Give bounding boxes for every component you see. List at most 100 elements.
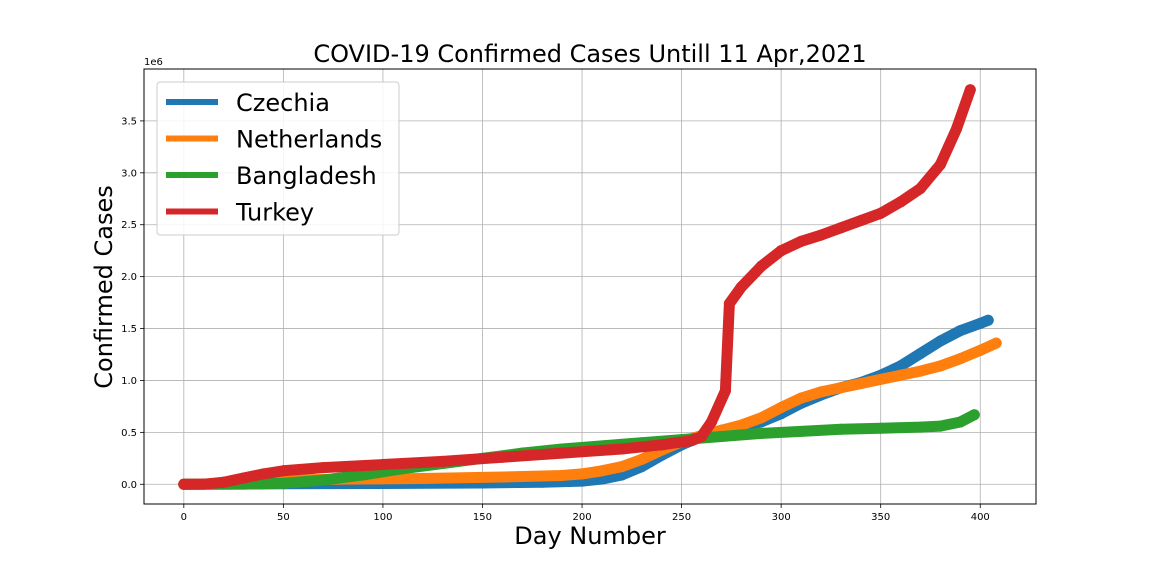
y-tick-label: 2.0 <box>121 272 137 283</box>
data-point-netherlands <box>915 365 927 377</box>
data-point-bangladesh <box>934 420 946 432</box>
y-tick-label: 3.0 <box>121 168 137 179</box>
data-point-bangladesh <box>795 425 807 437</box>
data-point-turkey <box>934 159 946 171</box>
data-point-turkey <box>875 207 887 219</box>
data-point-bangladesh <box>755 427 767 439</box>
data-point-turkey <box>705 416 717 428</box>
data-point-netherlands <box>954 353 966 365</box>
data-point-turkey <box>686 435 698 447</box>
data-point-netherlands <box>636 453 648 465</box>
y-axis-multiplier: 1e6 <box>144 57 163 68</box>
data-point-turkey <box>377 459 389 471</box>
data-point-turkey <box>964 84 976 96</box>
y-tick-label: 0.5 <box>121 428 137 439</box>
data-point-netherlands <box>934 360 946 372</box>
data-point-turkey <box>835 222 847 234</box>
data-point-turkey <box>238 472 250 484</box>
plot-frame <box>143 68 1037 505</box>
data-point-bangladesh <box>954 416 966 428</box>
data-point-turkey <box>719 385 731 397</box>
data-point-czechia <box>982 314 994 326</box>
x-tick-label: 350 <box>871 512 890 523</box>
x-tick-label: 300 <box>772 512 791 523</box>
y-axis-label: Confirmed Cases <box>90 185 118 388</box>
x-tick-label: 400 <box>971 512 990 523</box>
data-point-czechia <box>934 335 946 347</box>
data-point-turkey <box>257 468 269 480</box>
data-point-turkey <box>855 215 867 227</box>
data-point-netherlands <box>974 344 986 356</box>
legend-label-bangladesh: Bangladesh <box>236 162 377 190</box>
data-point-netherlands <box>417 473 429 485</box>
legend-label-netherlands: Netherlands <box>236 126 382 154</box>
y-tick-label: 3.5 <box>121 116 137 127</box>
legend-label-czechia: Czechia <box>236 89 330 117</box>
x-tick-label: 250 <box>672 512 691 523</box>
y-tick-label: 1.5 <box>121 324 137 335</box>
x-tick-label: 200 <box>572 512 591 523</box>
data-point-turkey <box>696 431 707 443</box>
data-point-turkey <box>437 455 449 467</box>
data-point-turkey <box>950 123 962 135</box>
legend-box <box>156 81 400 236</box>
data-point-turkey <box>723 298 735 310</box>
data-point-bangladesh <box>357 469 369 481</box>
data-point-czechia <box>915 347 927 359</box>
data-point-turkey <box>795 235 807 247</box>
x-tick-label: 150 <box>473 512 492 523</box>
data-point-bangladesh <box>875 422 887 434</box>
data-point-netherlands <box>496 471 508 483</box>
series-turkey <box>178 84 976 490</box>
data-point-netherlands <box>735 419 747 431</box>
data-point-netherlands <box>775 401 787 413</box>
y-tick-label: 2.5 <box>121 220 137 231</box>
data-point-turkey <box>556 447 568 459</box>
data-point-bangladesh <box>317 474 329 486</box>
x-tick-label: 50 <box>277 512 290 523</box>
data-point-turkey <box>496 451 508 463</box>
data-point-netherlands <box>895 369 907 381</box>
legend: Czechia Netherlands Bangladesh Turkey <box>156 81 400 236</box>
data-point-netherlands <box>835 382 847 394</box>
data-point-turkey <box>656 439 668 451</box>
x-tick-label: 0 <box>181 512 187 523</box>
chart-title: COVID-19 Confirmed Cases Untill 11 Apr,2… <box>313 40 866 68</box>
plot-series <box>178 84 1002 490</box>
data-point-bangladesh <box>277 477 289 489</box>
y-tick-label: 1.0 <box>121 376 137 387</box>
data-point-bangladesh <box>715 431 727 443</box>
data-point-turkey <box>616 443 628 455</box>
data-point-netherlands <box>755 412 767 424</box>
data-point-netherlands <box>855 378 867 390</box>
data-point-turkey <box>815 229 827 241</box>
data-point-turkey <box>317 462 329 474</box>
data-point-netherlands <box>815 386 827 398</box>
data-point-turkey <box>755 260 767 272</box>
data-point-turkey <box>735 281 747 293</box>
data-point-netherlands <box>576 468 588 480</box>
data-point-czechia <box>895 360 907 372</box>
data-point-bangladesh <box>835 423 847 435</box>
data-point-turkey <box>178 478 190 490</box>
data-point-turkey <box>277 465 289 477</box>
data-point-turkey <box>775 245 787 257</box>
y-tick-label: 0.0 <box>121 480 137 491</box>
data-point-czechia <box>954 325 966 337</box>
data-point-netherlands <box>616 461 628 473</box>
data-point-netherlands <box>596 465 608 477</box>
data-point-turkey <box>218 476 230 488</box>
data-point-netherlands <box>556 469 568 481</box>
data-point-bangladesh <box>968 409 980 421</box>
x-axis-label: Day Number <box>514 522 666 550</box>
axis-ticks: 0 50 100 150 200 250 300 350 400 0.0 0.5 1.0 1.5 2.0 2… <box>121 116 990 523</box>
data-point-turkey <box>915 182 927 194</box>
data-point-netherlands <box>795 392 807 404</box>
data-point-turkey <box>198 478 210 490</box>
data-point-turkey <box>895 196 907 208</box>
data-point-bangladesh <box>915 421 927 433</box>
data-point-netherlands <box>990 337 1002 349</box>
legend-label-turkey: Turkey <box>235 199 314 227</box>
data-point-netherlands <box>875 373 887 385</box>
